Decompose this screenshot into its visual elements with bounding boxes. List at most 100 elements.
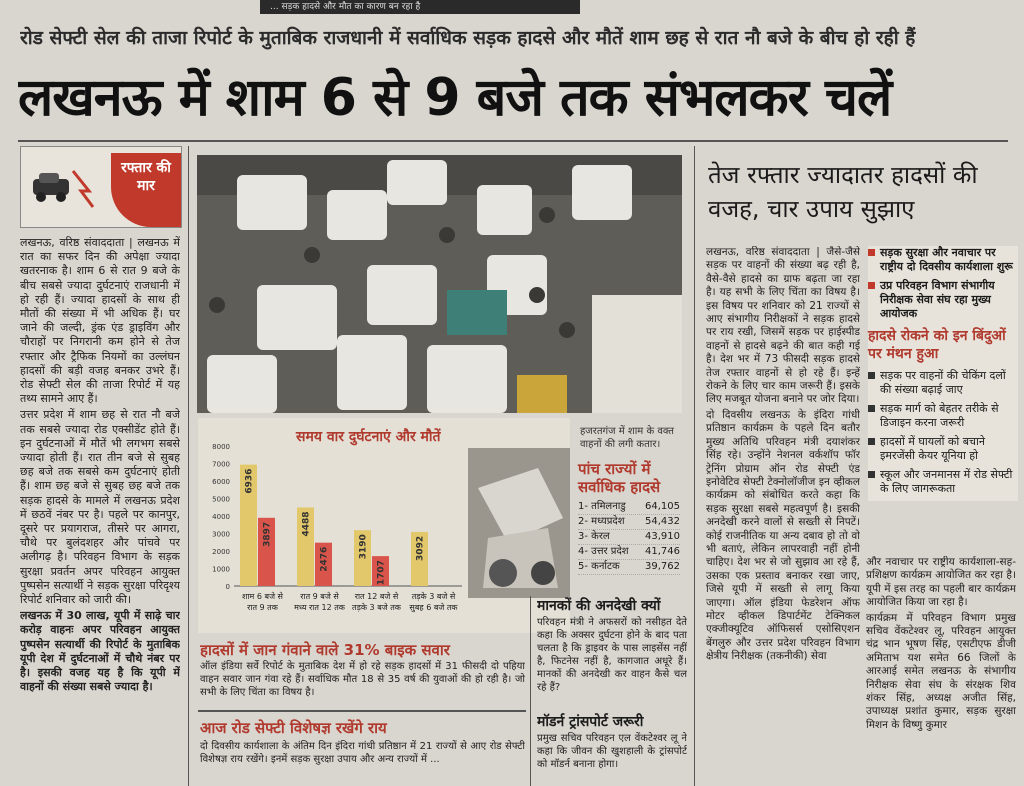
bullet-square-icon: [868, 372, 875, 379]
table-row: 2- मध्यप्रदेश 54,432: [578, 515, 680, 530]
far-right-column: और नवाचार पर राष्ट्रीय कार्यशाला-सह-प्रश…: [866, 556, 1016, 786]
state-value: 39,762: [645, 561, 680, 572]
category-label: रात 9 बजे से: [300, 591, 339, 601]
top-strip: ... सड़क हादसे और मौत का कारण बन रहा है: [260, 0, 580, 14]
category-label: रात 12 बजे से: [355, 591, 399, 601]
bullet-text: सड़क पर वाहनों की चेकिंग दलों की संख्या …: [880, 369, 1006, 396]
category-label: रात 9 तक: [247, 603, 279, 612]
column-divider-left: [188, 146, 189, 786]
state-name: 5- कर्नाटक: [578, 561, 620, 572]
standards-text: परिवहन मंत्री ने अफसरों को नसीहत देते कह…: [537, 617, 687, 693]
chart-bar: [297, 507, 314, 586]
table-row: 1- तमिलनाडु 64,105: [578, 500, 680, 515]
list-item: हादसों में घायलों को बचाने इमरजेंसी केयर…: [868, 435, 1018, 463]
car-crash-icon: [33, 170, 95, 208]
table-row: 3- केरल 43,910: [578, 530, 680, 545]
y-tick-label: 8000: [212, 443, 230, 451]
states-title: पांच राज्यों में सर्वाधिक हादसे: [578, 460, 661, 496]
bullet-text: स्कूल और जनमानस में रोड सेफ्टी के लिए जा…: [880, 468, 1013, 495]
right-paragraph: लखनऊ, वरिष्ठ संवाददाता | जैसे-जैसे सड़क …: [706, 246, 860, 406]
chart-bar: [372, 556, 389, 586]
state-name: 4- उत्तर प्रदेश: [578, 546, 629, 557]
left-paragraph: लखनऊ, वरिष्ठ संवाददाता | लखनऊ में रात का…: [20, 236, 180, 406]
left-paragraph: लखनऊ में 30 लाख, यूपी में साढ़े चार करोड…: [20, 609, 180, 694]
category-label: मध्य रात 12 तक: [294, 603, 346, 612]
standards-headline: मानकों की अनदेखी क्यों: [537, 598, 661, 614]
bullet-box: सड़क सुरक्षा और नवाचार पर राष्ट्रीय दो द…: [868, 246, 1018, 501]
states-table: पांच राज्यों में सर्वाधिक हादसे 1- तमिलन…: [578, 460, 680, 575]
right-headline: तेज रफ्तार ज्यादातर हादसों की वजह, चार उ…: [708, 161, 978, 223]
bar-value-label: 3092: [416, 536, 426, 561]
chart-bar: [354, 530, 371, 586]
category-label: सुबह 6 बजे तक: [409, 602, 458, 613]
state-value: 41,746: [645, 546, 680, 557]
logo-label: रफ्तार की मार: [111, 153, 181, 227]
table-row: 4- उत्तर प्रदेश 41,746: [578, 545, 680, 560]
bullet-square-icon: [868, 282, 875, 289]
bullet-text: उप्र परिवहन विभाग संभागीय निरीक्षक सेवा …: [880, 279, 995, 320]
section-rule: [198, 710, 526, 712]
bike-text: ऑल इंडिया सर्वे रिपोर्ट के मुताबिक देश म…: [200, 661, 525, 698]
y-tick-label: 2000: [212, 548, 230, 556]
chart-bar: [411, 531, 428, 586]
bar-value-label: 2476: [320, 547, 330, 572]
bar-value-label: 4488: [302, 511, 312, 536]
suggest-text: दो दिवसीय कार्यशाला के अंतिम दिन इंदिरा …: [200, 741, 525, 765]
y-tick-label: 5000: [212, 496, 230, 504]
kicker-line: रोड सेफ्टी सेल की ताजा रिपोर्ट के मुताबि…: [20, 27, 916, 49]
bullet-square-icon: [868, 438, 875, 445]
speed-logo: रफ्तार की मार: [20, 146, 182, 228]
state-name: 2- मध्यप्रदेश: [578, 516, 625, 527]
bullet-text: सड़क सुरक्षा और नवाचार पर राष्ट्रीय दो द…: [880, 246, 1013, 273]
traffic-photo-illustration: [197, 155, 682, 413]
right-paragraph: दो दिवसीय लखनऊ के इंदिरा गांधी प्रतिष्ठा…: [706, 408, 860, 663]
state-value: 64,105: [645, 501, 680, 512]
list-item: सड़क सुरक्षा और नवाचार पर राष्ट्रीय दो द…: [868, 246, 1018, 274]
y-tick-label: 6000: [212, 478, 230, 486]
accident-collage-image: [468, 448, 570, 598]
y-tick-label: 7000: [212, 461, 230, 469]
bullet-square-icon: [868, 249, 875, 256]
chart-bar: [258, 517, 275, 586]
bar-value-label: 3897: [263, 522, 273, 547]
suggest-headline: आज रोड सेफ्टी विशेषज्ञ रखेंगे राय: [200, 719, 387, 737]
bullet-text: सड़क मार्ग को बेहतर तरीके से डिजाइन करना…: [880, 402, 999, 429]
state-value: 43,910: [645, 531, 680, 542]
y-tick-label: 0: [226, 583, 230, 591]
bar-value-label: 3190: [359, 534, 369, 559]
state-value: 54,432: [645, 516, 680, 527]
bullet-square-icon: [868, 405, 875, 412]
left-paragraph: उत्तर प्रदेश में शाम छह से रात नौ बजे तक…: [20, 408, 180, 607]
chart-bar: [240, 464, 257, 586]
bike-headline: हादसों में जान गंवाने वाले 31% बाइक सवार: [200, 641, 450, 659]
far-right-paragraph: और नवाचार पर राष्ट्रीय कार्यशाला-सह-प्रश…: [866, 556, 1016, 609]
main-headline: लखनऊ में शाम 6 से 9 बजे तक संभलकर चलें: [18, 68, 892, 128]
chart-bar: [315, 542, 332, 586]
modern-text: प्रमुख सचिव परिवहन एल वेंकटेश्वर लू ने क…: [537, 733, 687, 770]
state-name: 1- तमिलनाडु: [578, 501, 626, 512]
right-column: लखनऊ, वरिष्ठ संवाददाता | जैसे-जैसे सड़क …: [706, 246, 860, 786]
chart-title: समय वार दुर्घटनाएं और मौतें: [296, 429, 441, 445]
y-tick-label: 1000: [212, 566, 230, 574]
category-label: तड़के 3 बजे तक: [352, 602, 402, 612]
modern-headline: मॉडर्न ट्रांसपोर्ट जरूरी: [537, 714, 644, 730]
far-right-paragraph: कार्यक्रम में परिवहन विभाग प्रमुख सचिव व…: [866, 611, 1016, 731]
bullets-headline: हादसे रोकने को इन बिंदुओं पर मंथन हुआ: [868, 328, 1006, 362]
bar-value-label: 6936: [245, 469, 255, 494]
bar-chart: 0 1000 2000 3000 4000 5000 6000 7000 8000 6936 389…: [212, 443, 462, 613]
category-label: तड़के 3 बजे से: [412, 591, 456, 601]
y-tick-label: 3000: [212, 531, 230, 539]
accident-collage: [468, 448, 570, 598]
photo-caption: हजरतगंज में शाम के वक्त वाहनों की लगी कत…: [580, 426, 674, 450]
list-item: स्कूल और जनमानस में रोड सेफ्टी के लिए जा…: [868, 468, 1018, 496]
bullet-square-icon: [868, 471, 875, 478]
list-item: सड़क पर वाहनों की चेकिंग दलों की संख्या …: [868, 369, 1018, 397]
column-divider-right: [694, 146, 695, 786]
list-item: उप्र परिवहन विभाग संभागीय निरीक्षक सेवा …: [868, 279, 1018, 321]
headline-rule: [18, 140, 1008, 142]
bullet-text: हादसों में घायलों को बचाने इमरजेंसी केयर…: [880, 435, 985, 462]
left-column: लखनऊ, वरिष्ठ संवाददाता | लखनऊ में रात का…: [20, 236, 180, 786]
section-divider: [530, 596, 531, 786]
bar-value-label: 1707: [377, 560, 387, 585]
category-label: शाम 6 बजे से: [242, 591, 284, 601]
